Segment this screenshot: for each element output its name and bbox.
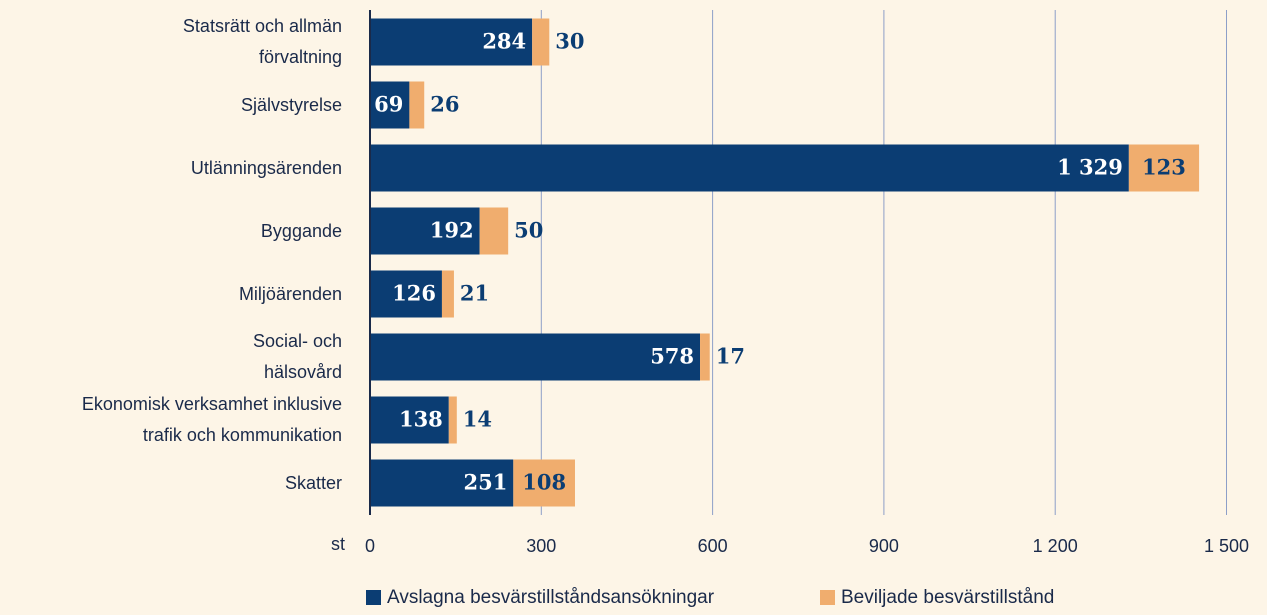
legend-label: Beviljade besvärstillstånd bbox=[841, 587, 1054, 608]
x-tick-label: 1 500 bbox=[1204, 536, 1249, 556]
category-label: Skatter bbox=[284, 472, 342, 493]
bar-segment bbox=[370, 333, 701, 381]
bar-segment bbox=[441, 270, 454, 318]
bar-segment bbox=[370, 18, 533, 66]
x-tick-label: 300 bbox=[526, 536, 556, 556]
value-label: 1 329 bbox=[1057, 155, 1123, 180]
bar-segment bbox=[409, 81, 425, 129]
bar-segment bbox=[513, 459, 575, 507]
value-label: 21 bbox=[460, 281, 489, 306]
value-label: 30 bbox=[555, 29, 584, 54]
bar-segment bbox=[700, 333, 710, 381]
category-label: Självstyrelse bbox=[240, 94, 342, 115]
x-axis-label: st bbox=[331, 534, 345, 554]
value-label: 578 bbox=[650, 344, 694, 369]
bar-segment bbox=[448, 396, 457, 444]
value-label: 69 bbox=[374, 92, 403, 117]
value-label: 17 bbox=[716, 344, 745, 369]
x-tick-label: 0 bbox=[365, 536, 375, 556]
bar-segment bbox=[370, 396, 449, 444]
value-label: 108 bbox=[522, 470, 566, 495]
category-label: Miljöärenden bbox=[238, 283, 342, 304]
value-label: 14 bbox=[463, 407, 492, 432]
bar-segment bbox=[479, 207, 509, 255]
bar-segment bbox=[370, 459, 514, 507]
legend-swatch bbox=[820, 590, 835, 605]
x-tick-label: 900 bbox=[869, 536, 899, 556]
category-label: Utlänningsärenden bbox=[190, 157, 342, 178]
bar-segment bbox=[370, 207, 480, 255]
value-label: 192 bbox=[430, 218, 474, 243]
value-label: 126 bbox=[392, 281, 436, 306]
value-label: 251 bbox=[463, 470, 507, 495]
legend-swatch bbox=[366, 590, 381, 605]
bar-segment bbox=[532, 18, 550, 66]
value-label: 50 bbox=[514, 218, 543, 243]
x-tick-label: 600 bbox=[698, 536, 728, 556]
category-label: Statsrätt och allmän förvaltning bbox=[182, 16, 342, 67]
value-label: 284 bbox=[482, 29, 526, 54]
bar-segment bbox=[1128, 144, 1200, 192]
value-label: 26 bbox=[430, 92, 459, 117]
category-label: Social- och hälsovård bbox=[252, 331, 342, 382]
value-label: 138 bbox=[399, 407, 443, 432]
x-tick-label: 1 200 bbox=[1033, 536, 1078, 556]
bar-segment bbox=[370, 270, 442, 318]
legend-label: Avslagna besvärstillståndsansökningar bbox=[387, 587, 715, 608]
category-label: Ekonomisk verksamhet inklusive trafik oc… bbox=[81, 394, 342, 445]
category-label: Byggande bbox=[260, 220, 342, 241]
bar-segment bbox=[370, 81, 410, 129]
bar-segment bbox=[370, 144, 1129, 192]
value-label: 123 bbox=[1142, 155, 1186, 180]
